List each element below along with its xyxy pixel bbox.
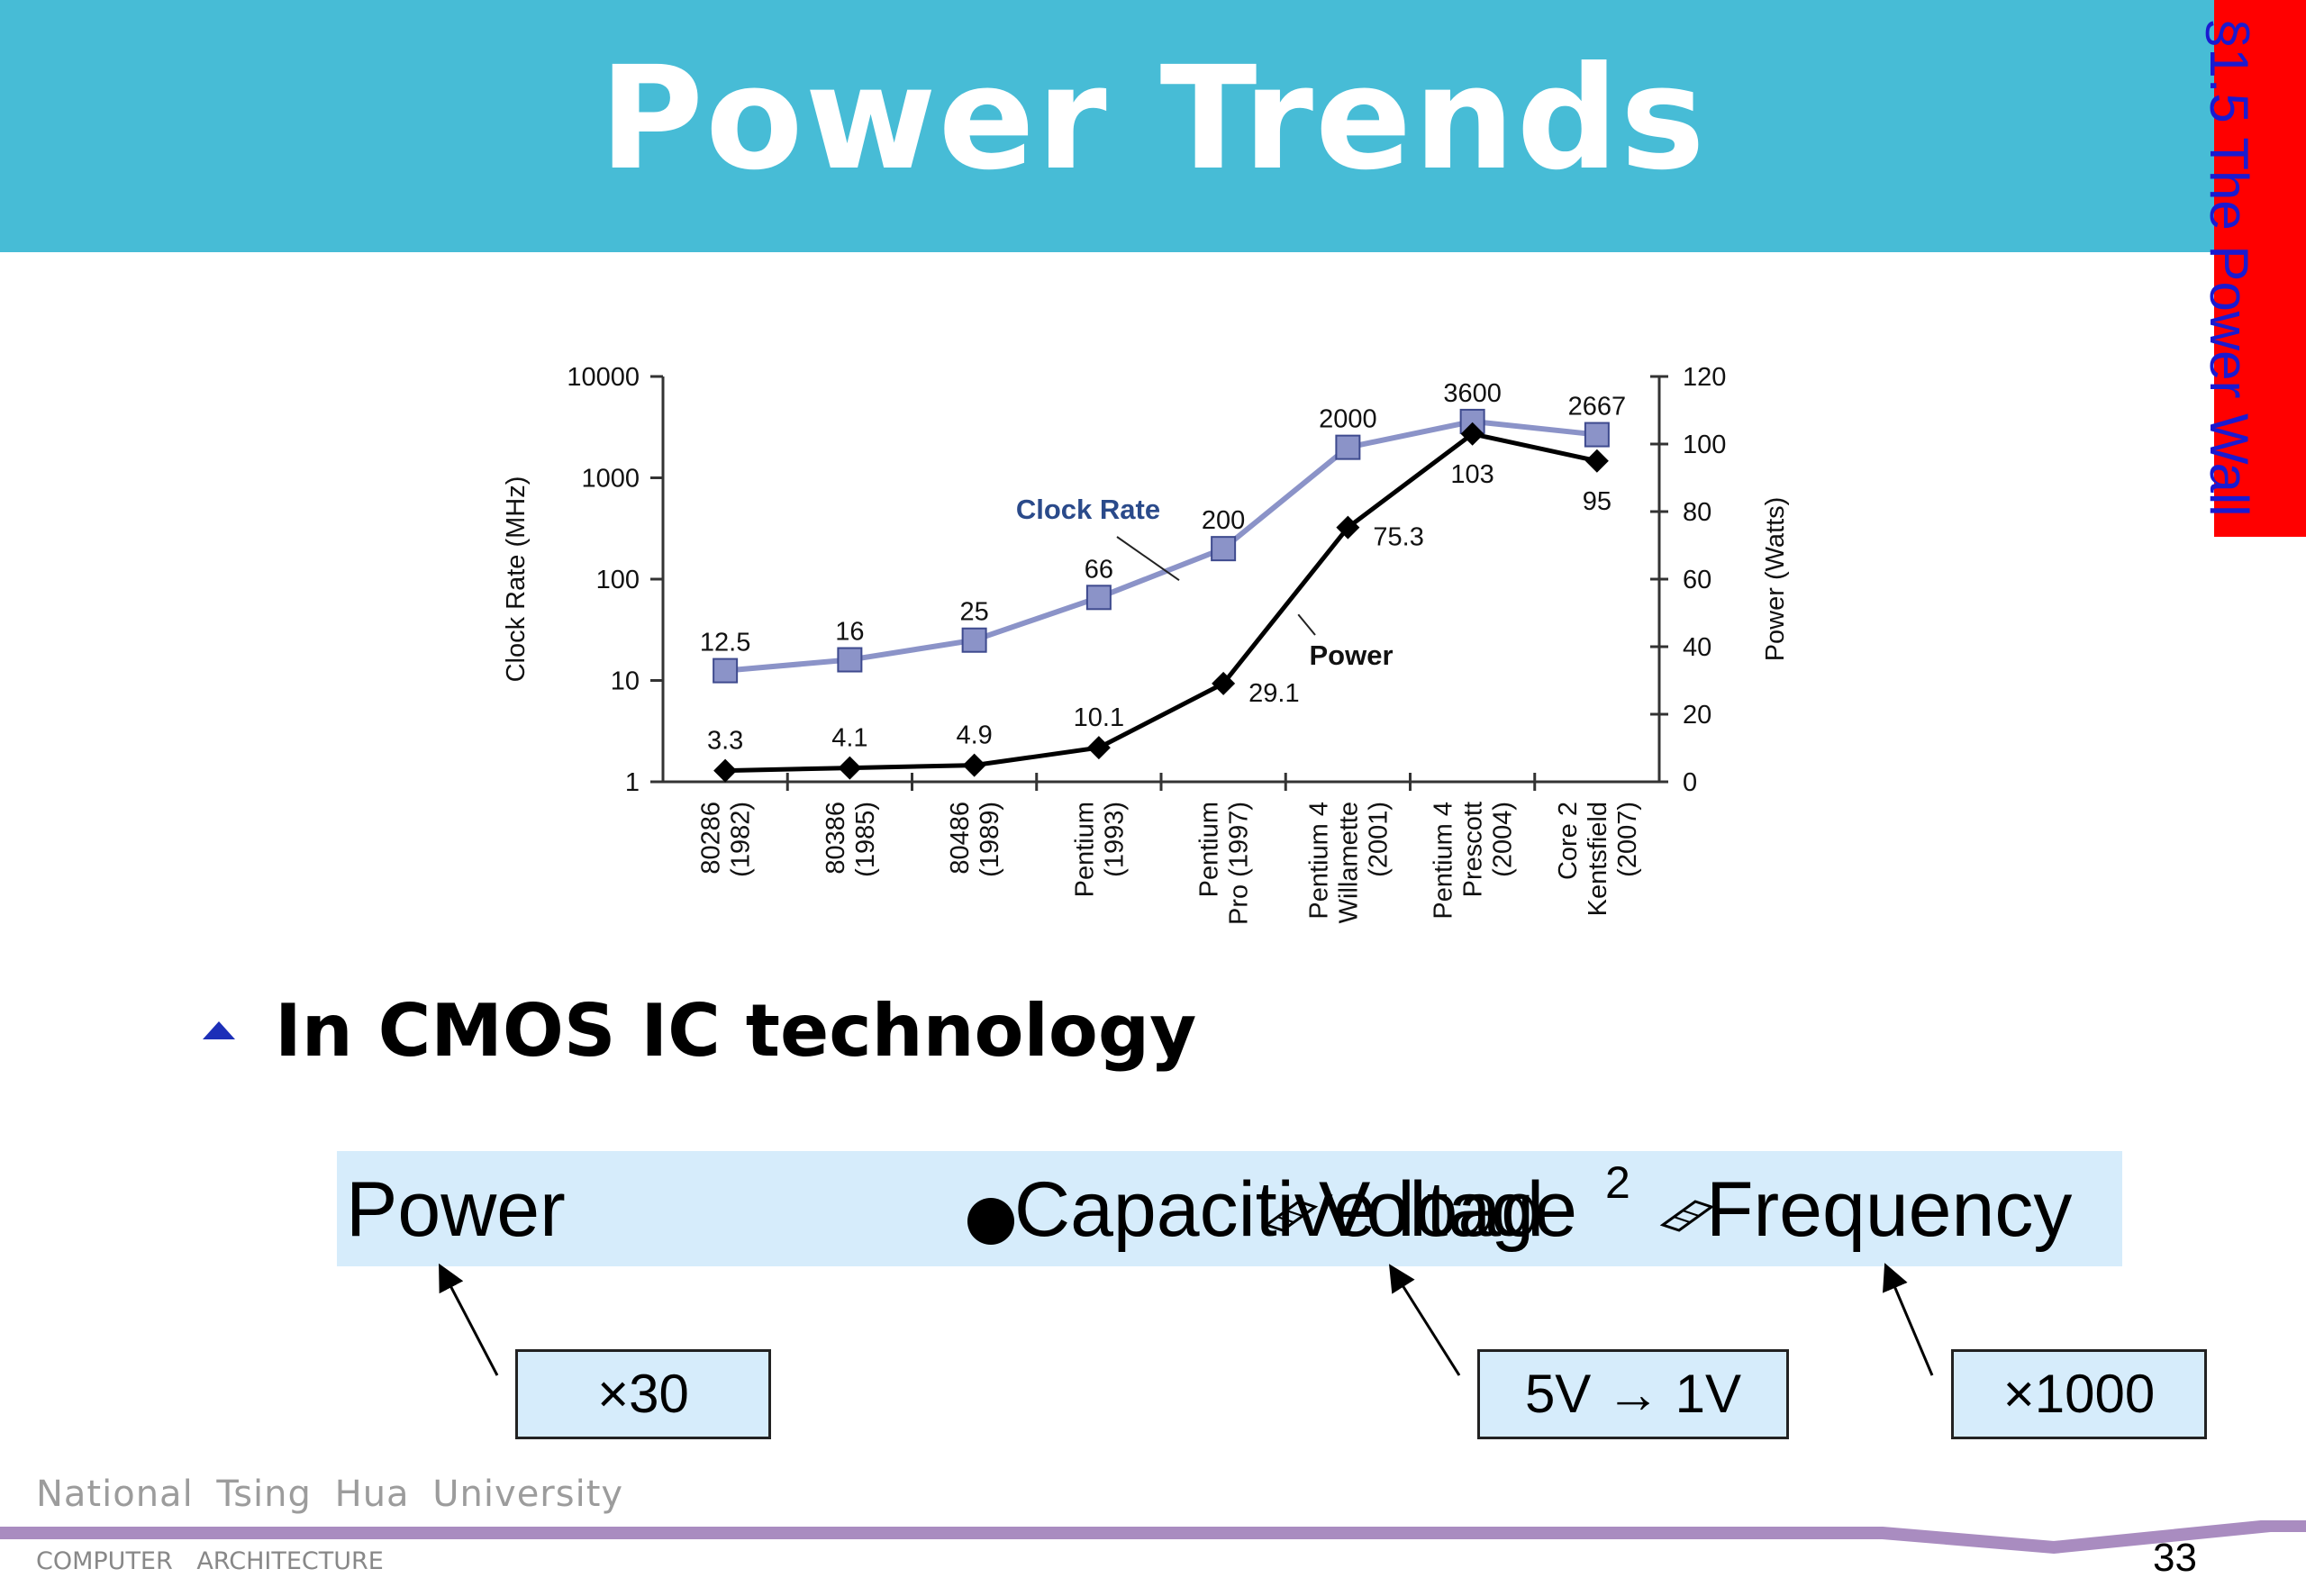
power-point	[838, 756, 862, 780]
left-tick-label: 1	[625, 768, 640, 797]
x-category-label: Pentium	[1195, 802, 1224, 897]
power-data-label: 10.1	[1074, 703, 1124, 732]
clock-rate-data-label: 66	[1085, 555, 1113, 584]
x-category-label: Willamette	[1334, 802, 1363, 923]
slide-title: Power Trends	[599, 36, 1707, 202]
clock-rate-data-label: 2000	[1319, 405, 1377, 434]
power-leader-line	[1297, 613, 1316, 636]
clock-rate-data-label: 16	[835, 618, 864, 647]
power-line	[725, 431, 1598, 774]
power-data-label: 29.1	[1248, 679, 1299, 708]
power-data-label: 95	[1583, 487, 1611, 516]
footer-course: COMPUTER ARCHITECTURE	[36, 1547, 384, 1575]
clock-rate-series-label: Clock Rate	[1016, 494, 1160, 525]
power-point	[962, 753, 986, 777]
right-tick-label: 20	[1683, 701, 1711, 730]
right-tick-label: 0	[1683, 768, 1697, 797]
x-category-label: Pentium 4	[1304, 802, 1333, 920]
power-data-label: 103	[1450, 460, 1493, 489]
right-tick-label: 120	[1683, 363, 1726, 392]
power-point	[1336, 515, 1360, 540]
clock-rate-data-label: 12.5	[700, 629, 750, 657]
clock-rate-line	[724, 418, 1598, 674]
arrow-to-power	[439, 1263, 499, 1376]
clock-rate-point	[713, 657, 739, 684]
left-tick-label: 1000	[581, 465, 640, 494]
footer-divider	[0, 1520, 2306, 1555]
arrow-to-frequency	[1883, 1263, 1934, 1376]
left-axis-title: Clock Rate (MHz)	[502, 476, 531, 683]
clock-rate-point	[961, 627, 987, 653]
clock-rate-data-label: 2667	[1568, 393, 1627, 422]
left-tick-label: 10000	[567, 363, 640, 392]
bullet-triangle-icon	[203, 1021, 235, 1039]
power-point	[1212, 671, 1236, 695]
clock-rate-point	[1335, 434, 1361, 460]
x-category-label: (1982)	[727, 802, 756, 877]
proportional-dot-icon	[967, 1198, 1014, 1245]
power-data-label: 3.3	[707, 727, 743, 756]
power-data-label: 4.1	[831, 724, 867, 753]
power-factor-box: ×30	[515, 1349, 771, 1439]
clock-rate-point	[1085, 585, 1112, 611]
x-category-label: Prescott	[1459, 802, 1488, 897]
x-category-label: 80386	[822, 802, 850, 875]
x-category-label: Pentium	[1070, 802, 1099, 897]
x-category-label: (1985)	[851, 802, 880, 877]
voltage-change-box: 5V → 1V	[1477, 1349, 1789, 1439]
title-bar	[0, 0, 2216, 252]
right-tick-label: 80	[1683, 498, 1711, 527]
clock-rate-data-label: 200	[1202, 506, 1245, 535]
clock-rate-data-label: 25	[959, 598, 988, 627]
clock-rate-point	[1211, 536, 1237, 562]
frequency-factor-box: ×1000	[1951, 1349, 2207, 1439]
right-tick-label: 100	[1683, 431, 1726, 459]
left-tick-label: 10	[611, 667, 640, 696]
power-formula: Power Capacitive load Voltage 2 Frequenc…	[337, 1151, 2122, 1266]
power-data-label: 75.3	[1373, 523, 1423, 552]
x-category-label: (1989)	[976, 802, 1004, 877]
formula-voltage: Voltage	[1319, 1166, 1577, 1253]
clock-rate-point	[837, 647, 863, 673]
x-category-label: (1993)	[1100, 802, 1129, 877]
x-category-label: Pentium 4	[1430, 802, 1458, 920]
x-category-label: Pro (1997)	[1225, 802, 1254, 925]
page-number: 33	[2153, 1536, 2197, 1580]
clock-rate-leader-line	[1116, 536, 1180, 582]
power-point	[1584, 449, 1609, 473]
formula-voltage-exponent: 2	[1605, 1157, 1630, 1208]
section-tab	[2214, 0, 2306, 537]
power-point	[713, 758, 738, 783]
power-data-label: 4.9	[956, 721, 992, 750]
x-category-label: (2001)	[1364, 802, 1393, 877]
clock-rate-point	[1584, 422, 1610, 448]
power-series-label: Power	[1309, 639, 1393, 671]
right-tick-label: 40	[1683, 633, 1711, 662]
formula-capacitive-load: Capacitive load	[1014, 1166, 1545, 1253]
footer-university: National Tsing Hua University	[36, 1474, 624, 1515]
multiply-glyph-icon	[1659, 1200, 1715, 1232]
bullet-text: In CMOS IC technology	[275, 989, 1197, 1073]
multiply-glyph-icon	[1263, 1200, 1319, 1232]
x-category-label: 80286	[697, 802, 726, 875]
x-category-label: (2007)	[1613, 802, 1642, 877]
right-axis-title: Power (Watts)	[1761, 497, 1790, 662]
x-category-label: 80486	[946, 802, 975, 875]
left-tick-label: 100	[596, 566, 640, 594]
power-point	[1460, 422, 1484, 446]
x-category-label: Core 2	[1554, 802, 1583, 880]
clock-rate-data-label: 3600	[1443, 379, 1502, 408]
formula-power: Power	[346, 1166, 566, 1253]
x-category-label: (2004)	[1489, 802, 1518, 877]
arrow-to-voltage	[1388, 1264, 1461, 1376]
right-tick-label: 60	[1683, 566, 1711, 594]
formula-frequency: Frequency	[1706, 1166, 2073, 1253]
x-category-label: Kentsfield	[1584, 802, 1612, 916]
power-point	[1086, 736, 1111, 760]
